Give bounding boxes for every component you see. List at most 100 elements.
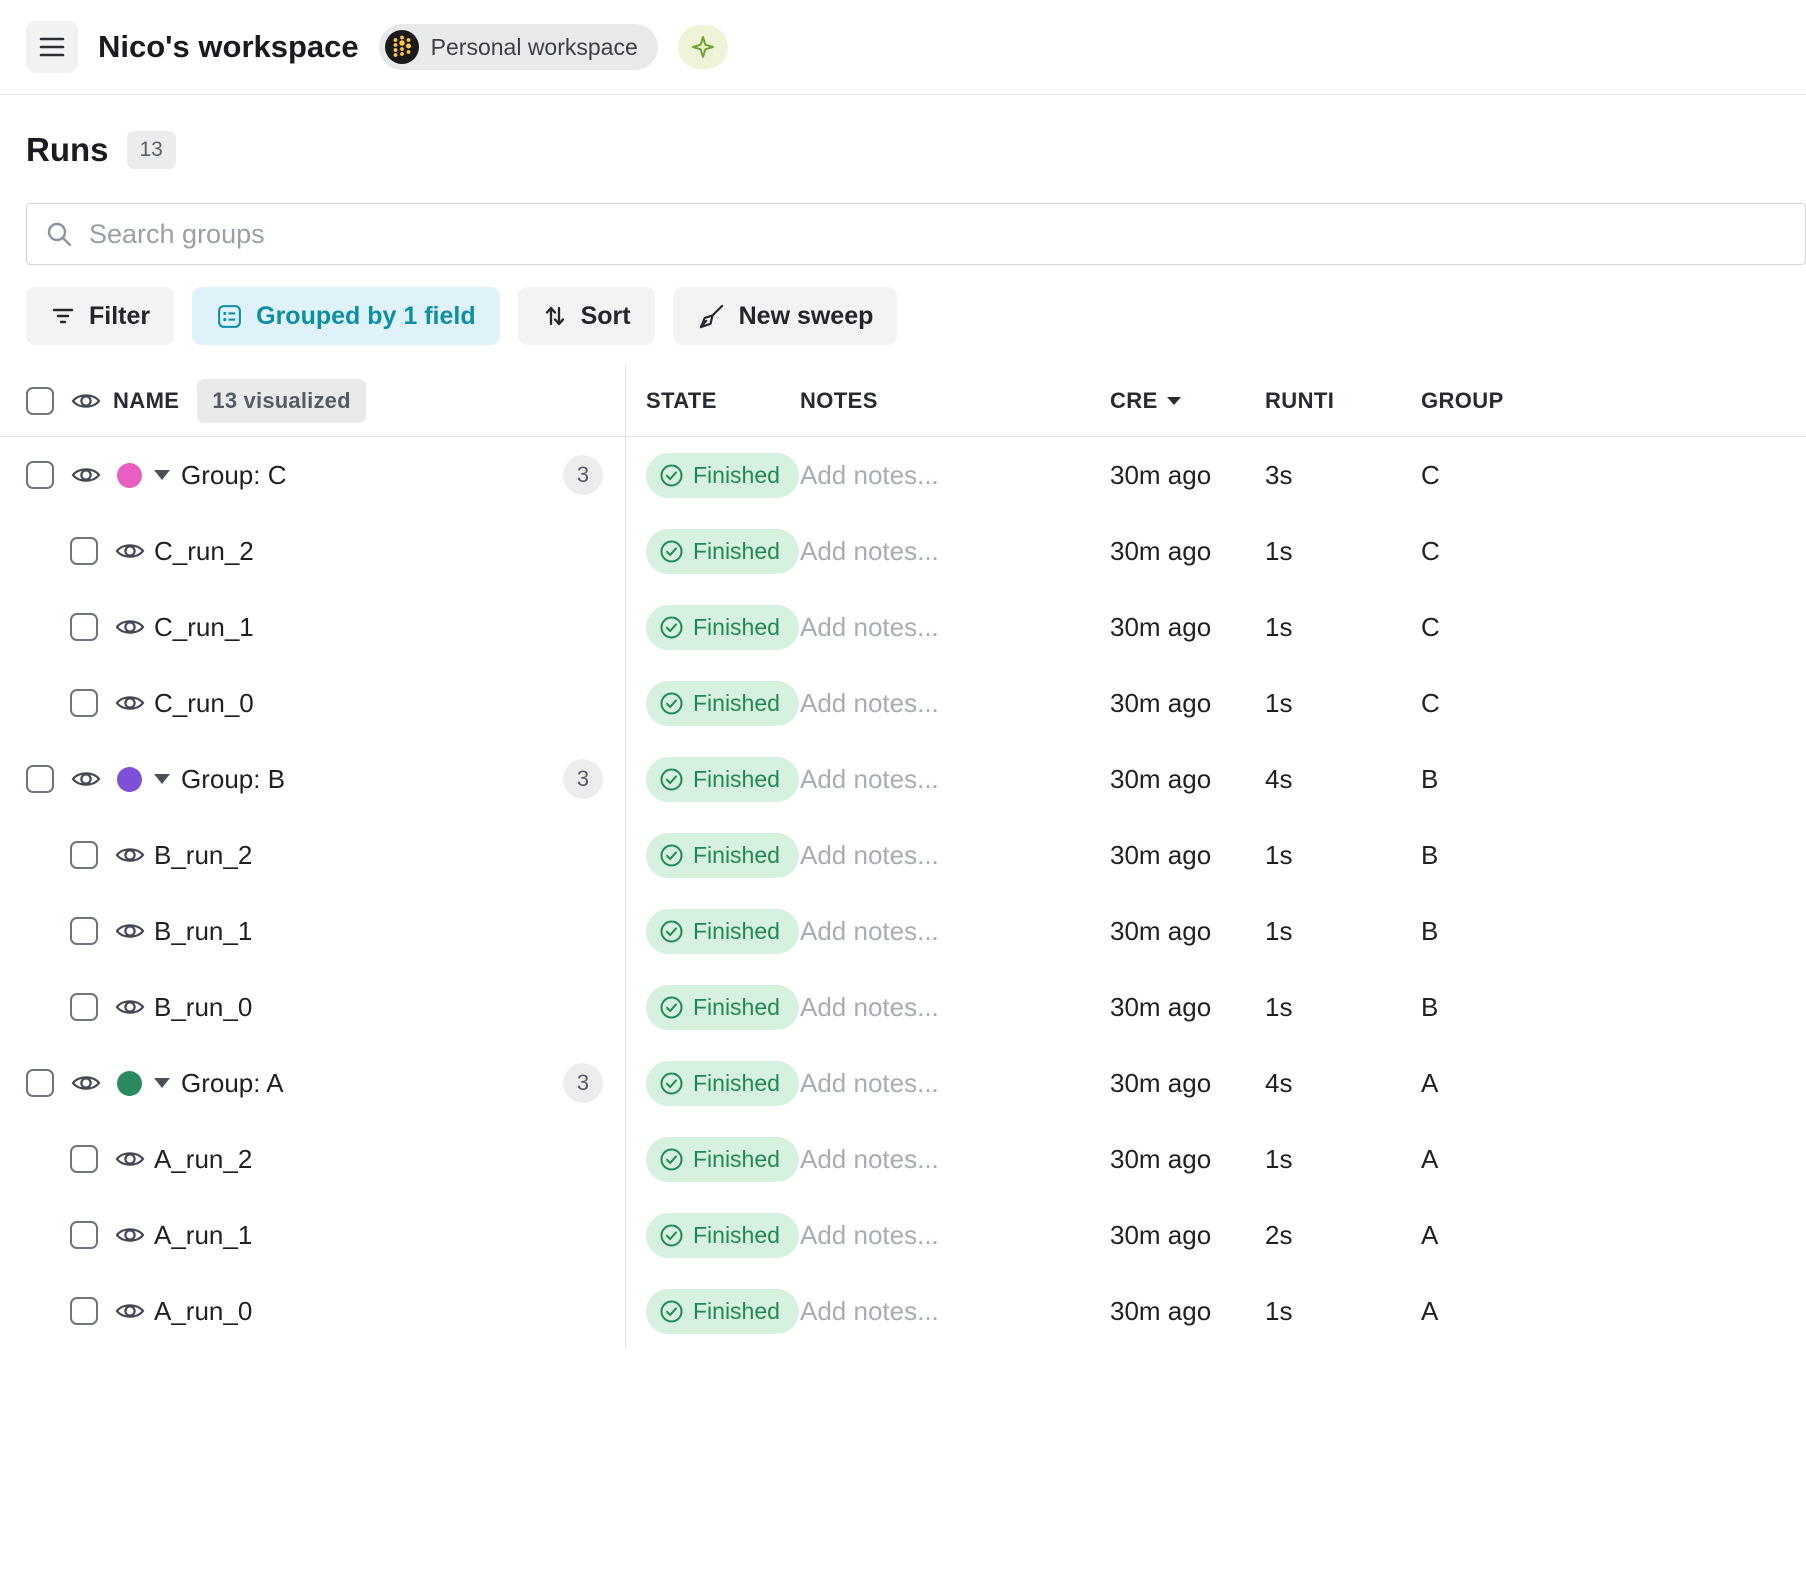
table-row[interactable]: Group: A 3 Finished Add notes... 30m ago… <box>0 1045 1806 1121</box>
hamburger-menu-button[interactable] <box>26 21 78 73</box>
grouped-by-button[interactable]: Grouped by 1 field <box>192 287 500 345</box>
row-checkbox[interactable] <box>26 461 54 489</box>
run-name[interactable]: Group: B <box>181 763 286 794</box>
sort-button[interactable]: Sort <box>517 287 655 345</box>
table-row[interactable]: B_run_0 Finished Add notes... 30m ago 1s <box>0 969 1806 1045</box>
run-name[interactable]: C_run_0 <box>154 687 254 718</box>
collapse-caret-icon[interactable] <box>154 774 170 784</box>
row-visibility-eye-icon[interactable] <box>115 1299 145 1323</box>
row-visibility-eye-icon[interactable] <box>115 539 145 563</box>
runtime-value: 4s <box>1265 763 1293 794</box>
table-row[interactable]: A_run_0 Finished Add notes... 30m ago 1s <box>0 1273 1806 1349</box>
table-row[interactable]: C_run_2 Finished Add notes... 30m ago 1s <box>0 513 1806 589</box>
run-name[interactable]: C_run_2 <box>154 535 254 566</box>
row-visibility-eye-icon[interactable] <box>115 919 145 943</box>
filter-button[interactable]: Filter <box>26 287 175 345</box>
row-visibility-eye-icon[interactable] <box>115 615 145 639</box>
run-name[interactable]: A_run_2 <box>154 1143 253 1174</box>
row-name-cell: C_run_0 <box>0 665 625 741</box>
row-visibility-eye-icon[interactable] <box>115 995 145 1019</box>
row-visibility-eye-icon[interactable] <box>71 1071 101 1095</box>
row-visibility-eye-icon[interactable] <box>115 1223 145 1247</box>
notes-placeholder: Add notes... <box>800 763 939 794</box>
notes-field[interactable]: Add notes... <box>779 460 1089 491</box>
collapse-caret-icon[interactable] <box>154 1078 170 1088</box>
row-checkbox[interactable] <box>70 1145 98 1173</box>
row-checkbox[interactable] <box>70 1297 98 1325</box>
table-row[interactable]: C_run_1 Finished Add notes... 30m ago 1s <box>0 589 1806 665</box>
notes-field[interactable]: Add notes... <box>779 992 1089 1023</box>
notes-field[interactable]: Add notes... <box>779 688 1089 719</box>
table-row[interactable]: A_run_2 Finished Add notes... 30m ago 1s <box>0 1121 1806 1197</box>
runtime-value: 4s <box>1265 1067 1293 1098</box>
row-checkbox[interactable] <box>26 765 54 793</box>
row-checkbox[interactable] <box>70 841 98 869</box>
notes-field[interactable]: Add notes... <box>779 1220 1089 1251</box>
table-row[interactable]: C_run_0 Finished Add notes... 30m ago 1s <box>0 665 1806 741</box>
row-visibility-eye-icon[interactable] <box>115 843 145 867</box>
ai-sparkle-button[interactable] <box>677 25 728 69</box>
runtime-cell: 1s <box>1244 916 1400 947</box>
notes-field[interactable]: Add notes... <box>779 1296 1089 1327</box>
table-row[interactable]: B_run_1 Finished Add notes... 30m ago 1s <box>0 893 1806 969</box>
run-name[interactable]: A_run_1 <box>154 1219 253 1250</box>
row-visibility-eye-icon[interactable] <box>71 463 101 487</box>
run-name[interactable]: Group: A <box>181 1067 284 1098</box>
row-checkbox[interactable] <box>26 1069 54 1097</box>
search-input[interactable] <box>89 218 1787 250</box>
state-cell: Finished <box>625 604 799 650</box>
group-cell: B <box>1400 764 1806 795</box>
state-cell: Finished <box>625 528 799 574</box>
notes-field[interactable]: Add notes... <box>779 612 1089 643</box>
row-visibility-eye-icon[interactable] <box>71 767 101 791</box>
notes-field[interactable]: Add notes... <box>779 1144 1089 1175</box>
row-checkbox[interactable] <box>70 917 98 945</box>
table-row[interactable]: B_run_2 Finished Add notes... 30m ago 1s <box>0 817 1806 893</box>
row-visibility-eye-icon[interactable] <box>115 1147 145 1171</box>
row-visibility-eye-icon[interactable] <box>115 691 145 715</box>
column-header-notes[interactable]: NOTES <box>800 387 878 413</box>
notes-field[interactable]: Add notes... <box>779 764 1089 795</box>
row-checkbox[interactable] <box>70 1221 98 1249</box>
select-all-checkbox[interactable] <box>26 386 54 415</box>
notes-field[interactable]: Add notes... <box>779 536 1089 567</box>
sort-descending-icon <box>1166 396 1181 405</box>
row-checkbox[interactable] <box>70 993 98 1021</box>
column-header-state[interactable]: STATE <box>646 387 717 413</box>
group-count-badge: 3 <box>563 455 603 495</box>
visibility-all-eye-icon[interactable] <box>71 389 101 413</box>
row-checkbox[interactable] <box>70 537 98 565</box>
run-name[interactable]: B_run_0 <box>154 991 253 1022</box>
runtime-value: 1s <box>1265 915 1293 946</box>
new-sweep-button[interactable]: New sweep <box>672 287 898 345</box>
check-circle-icon <box>659 1299 684 1324</box>
run-name[interactable]: B_run_1 <box>154 915 253 946</box>
group-cell: C <box>1400 460 1806 491</box>
run-name[interactable]: B_run_2 <box>154 839 253 870</box>
row-checkbox[interactable] <box>70 689 98 717</box>
created-value: 30m ago <box>1110 839 1212 870</box>
table-header-row: NAME 13 visualized STATE NOTES CRE RUNTI… <box>0 365 1806 437</box>
column-header-group[interactable]: GROUP <box>1421 387 1504 413</box>
table-row[interactable]: A_run_1 Finished Add notes... 30m ago 2s <box>0 1197 1806 1273</box>
row-checkbox[interactable] <box>70 613 98 641</box>
notes-placeholder: Add notes... <box>800 1067 939 1098</box>
run-name[interactable]: C_run_1 <box>154 611 254 642</box>
notes-placeholder: Add notes... <box>800 1219 939 1250</box>
column-header-runtime[interactable]: RUNTI <box>1265 387 1335 413</box>
column-header-created[interactable]: CRE <box>1089 388 1244 414</box>
notes-field[interactable]: Add notes... <box>779 1068 1089 1099</box>
run-name[interactable]: Group: C <box>181 459 287 490</box>
workspace-type-badge[interactable]: Personal workspace <box>378 24 658 70</box>
column-header-name[interactable]: NAME <box>113 387 180 413</box>
check-circle-icon <box>659 919 684 944</box>
column-resize-divider[interactable] <box>625 365 626 1349</box>
created-value: 30m ago <box>1110 611 1212 642</box>
collapse-caret-icon[interactable] <box>154 470 170 480</box>
table-row[interactable]: Group: C 3 Finished Add notes... 30m ago… <box>0 437 1806 513</box>
run-name[interactable]: A_run_0 <box>154 1295 253 1326</box>
table-row[interactable]: Group: B 3 Finished Add notes... 30m ago… <box>0 741 1806 817</box>
notes-field[interactable]: Add notes... <box>779 916 1089 947</box>
filter-icon <box>50 303 76 329</box>
notes-field[interactable]: Add notes... <box>779 840 1089 871</box>
